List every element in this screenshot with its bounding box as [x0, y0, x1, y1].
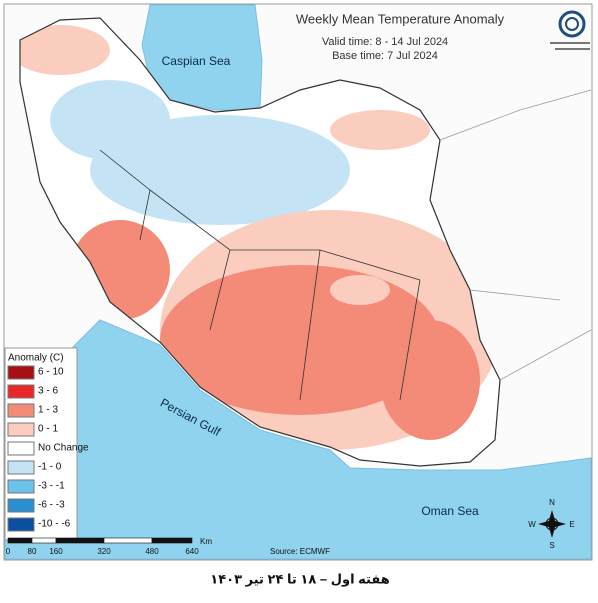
- legend-swatch: [7, 517, 35, 532]
- scale-segment: [31, 537, 57, 544]
- sea-label: Oman Sea: [421, 504, 479, 518]
- scale-label: 160: [49, 547, 63, 556]
- scale-label: 320: [97, 547, 111, 556]
- scale-label: 640: [185, 547, 199, 556]
- legend-swatch: [7, 403, 35, 418]
- warm-area: [380, 320, 480, 440]
- legend-label: -10 - -6: [38, 519, 71, 530]
- scale-unit: Km: [200, 537, 212, 546]
- legend-label: No Change: [38, 443, 89, 454]
- province-borders: [99, 149, 421, 401]
- scale-label: 80: [28, 547, 37, 556]
- scale-segment: [55, 537, 105, 544]
- legend-swatch: [7, 479, 35, 494]
- legend-label: 0 - 1: [38, 424, 58, 435]
- caspian-sea: [141, 4, 263, 111]
- map-title: Weekly Mean Temperature Anomaly: [296, 11, 505, 26]
- scale-label: 0: [6, 547, 11, 556]
- legend-swatch: [7, 441, 35, 456]
- scale-segment: [151, 537, 193, 544]
- legend-swatch: [7, 384, 35, 399]
- compass-label: W: [528, 520, 536, 529]
- legend-swatch: [7, 365, 35, 380]
- legend-label: -1 - 0: [38, 462, 62, 473]
- compass: N S E W: [528, 498, 574, 550]
- scale-label: 480: [145, 547, 159, 556]
- legend-swatch: [7, 460, 35, 475]
- warm-area: [330, 110, 430, 150]
- warm-area: [20, 25, 110, 75]
- caption: هفته اول – ۱۸ تا ۲۴ تیر ۱۴۰۳: [210, 571, 389, 586]
- legend-swatch: [7, 422, 35, 437]
- neighbour-borders: [439, 89, 592, 381]
- scale-segment: [7, 537, 33, 544]
- logo: [550, 10, 590, 50]
- legend: Anomaly (C) 6 - 10 3 - 6 1 - 3 0 - 1 No Chan…: [4, 347, 89, 541]
- legend-label: 1 - 3: [38, 405, 58, 416]
- valid-time: Valid time: 8 - 14 Jul 2024: [322, 36, 448, 48]
- source: Source: ECMWF: [270, 547, 330, 556]
- legend-label: 3 - 6: [38, 386, 58, 397]
- scale-segment: [103, 537, 153, 544]
- compass-label: S: [549, 541, 554, 550]
- warm-area: [330, 275, 390, 305]
- iran-border: [19, 17, 501, 467]
- cool-area: [50, 80, 170, 160]
- compass-label: E: [569, 520, 574, 529]
- sea-label: Caspian Sea: [162, 54, 231, 68]
- legend-swatch: [7, 498, 35, 513]
- legend-label: -3 - -1: [38, 481, 65, 492]
- legend-title: Anomaly (C): [8, 353, 64, 364]
- scale-bar: Km 0 80 160 320 480 640: [6, 537, 213, 556]
- base-time: Base time: 7 Jul 2024: [332, 50, 438, 62]
- legend-label: -6 - -3: [38, 500, 65, 511]
- compass-label: N: [549, 498, 555, 507]
- legend-label: 6 - 10: [38, 367, 64, 378]
